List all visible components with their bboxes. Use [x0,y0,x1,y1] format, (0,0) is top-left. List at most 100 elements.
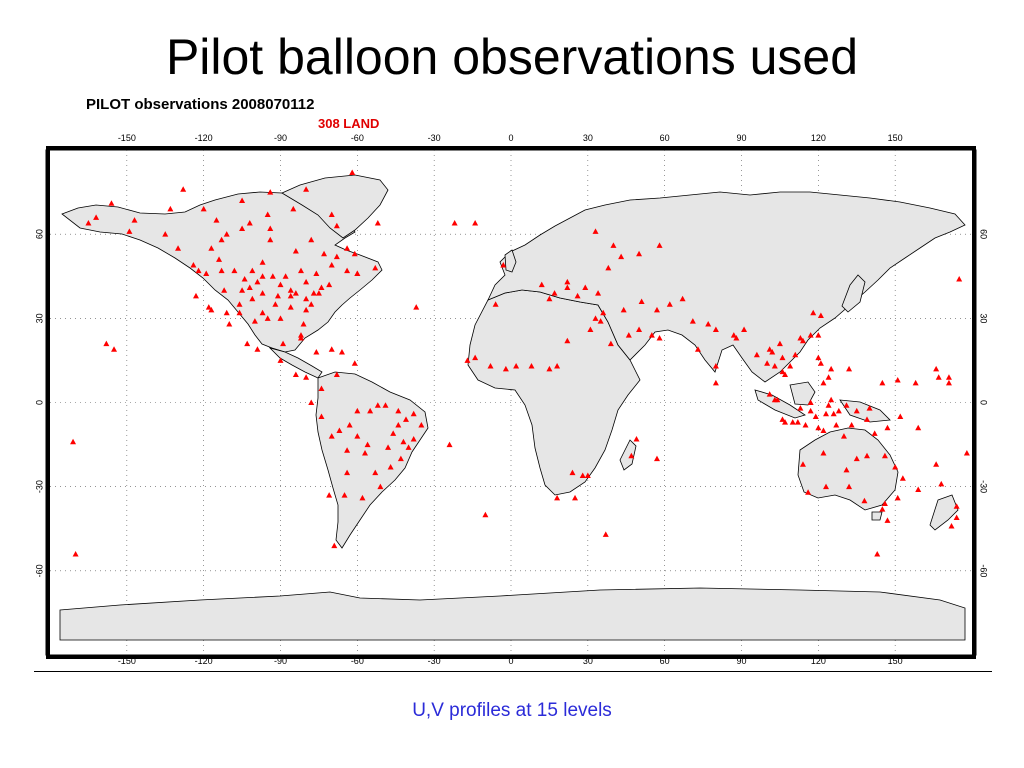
station-marker-8 [195,267,202,274]
station-marker-5 [162,231,169,237]
lon-tick-top-9: 120 [811,133,826,143]
station-marker-207 [853,407,860,414]
station-marker-89 [303,374,310,380]
station-marker-143 [592,315,599,321]
station-marker-280 [945,374,952,380]
station-marker-132 [446,441,453,448]
land-new-guinea [839,399,891,423]
station-marker-31 [297,332,304,338]
station-marker-137 [528,363,535,369]
map-border-left [46,146,50,659]
station-marker-169 [771,363,778,369]
station-marker-126 [390,430,397,436]
station-marker-124 [400,438,407,445]
station-marker-240 [953,514,960,521]
station-marker-138 [546,365,553,372]
station-marker-52 [333,222,340,229]
station-marker-71 [274,292,281,299]
station-marker-130 [405,444,412,450]
station-marker-104 [410,435,417,442]
station-marker-146 [607,340,614,347]
station-marker-58 [167,205,174,212]
station-marker-258 [564,284,571,290]
station-marker-70 [287,287,294,293]
lon-tick-bottom-3: -60 [351,656,364,666]
station-marker-245 [938,480,945,487]
station-marker-76 [277,281,284,288]
station-marker-135 [502,365,509,372]
station-marker-61 [303,186,310,192]
station-markers [70,169,970,557]
station-marker-210 [884,424,891,431]
station-marker-161 [712,379,719,386]
station-marker-40 [218,236,225,243]
lon-tick-top-1: -120 [195,133,213,143]
station-marker-20 [259,309,266,316]
station-marker-167 [766,346,773,352]
station-marker-2 [93,214,100,220]
station-marker-62 [349,169,356,175]
lon-tick-bottom-1: -120 [195,656,213,666]
station-marker-274 [500,262,507,268]
station-marker-202 [828,396,835,403]
station-marker-160 [712,363,719,369]
station-marker-139 [554,363,561,369]
station-marker-122 [362,450,369,456]
station-marker-208 [863,416,870,422]
station-marker-150 [656,334,663,341]
station-marker-95 [111,346,118,352]
station-marker-278 [72,551,79,557]
station-marker-102 [410,410,417,417]
station-marker-19 [259,290,266,296]
station-marker-111 [336,427,343,434]
station-marker-28 [326,281,333,288]
station-marker-266 [592,228,599,234]
station-marker-178 [807,332,814,338]
station-marker-18 [249,267,256,274]
station-marker-227 [879,506,886,512]
station-marker-182 [810,309,817,316]
station-marker-56 [246,219,253,226]
land-antarctica [59,587,966,641]
station-marker-44 [213,217,220,223]
station-marker-27 [318,284,325,290]
station-marker-43 [239,225,246,232]
station-marker-194 [797,405,804,411]
station-marker-218 [846,365,853,372]
station-marker-212 [915,424,922,431]
station-marker-133 [464,357,471,363]
station-marker-0 [126,228,133,234]
station-marker-39 [208,245,215,251]
station-marker-170 [776,340,783,347]
station-marker-119 [341,492,348,498]
station-marker-231 [805,489,812,495]
station-marker-118 [359,494,366,501]
station-marker-69 [372,264,379,271]
station-marker-67 [344,267,351,274]
station-marker-234 [840,433,847,439]
station-marker-91 [313,349,320,355]
station-marker-220 [848,421,855,428]
station-marker-223 [881,452,888,459]
lat-tick-right-2: 0 [979,400,989,405]
lon-tick-bottom-4: -30 [428,656,441,666]
station-marker-189 [774,396,781,403]
station-marker-59 [180,186,187,192]
station-marker-152 [638,298,645,304]
lon-tick-top-6: 30 [583,133,593,143]
station-marker-105 [397,455,404,462]
station-marker-180 [815,354,822,361]
station-marker-57 [200,205,207,212]
station-marker-192 [789,419,796,425]
station-marker-165 [753,351,760,358]
station-marker-281 [933,365,940,372]
station-marker-36 [231,267,238,274]
station-marker-229 [846,483,853,490]
land-australia [797,427,899,511]
station-marker-121 [331,542,338,549]
divider-line [34,671,992,672]
station-marker-142 [587,326,594,333]
station-marker-175 [792,351,799,358]
station-marker-74 [246,284,253,290]
station-marker-78 [308,301,315,307]
